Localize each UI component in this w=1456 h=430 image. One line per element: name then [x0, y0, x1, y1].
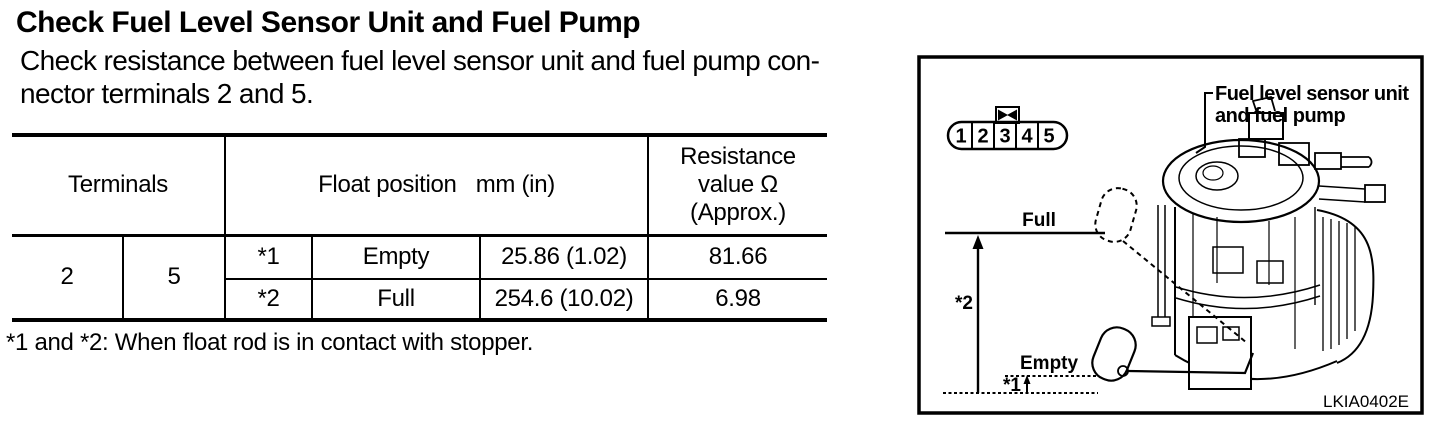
figure-code: LKIA0402E	[1323, 392, 1409, 411]
connector-pin-3: 3	[999, 126, 1010, 148]
cell-resistance: 81.66	[647, 235, 827, 280]
cell-resistance: 6.98	[647, 279, 827, 322]
header-terminals: Terminals	[12, 133, 225, 237]
level-annotations: Full *2 Empty *1	[943, 210, 1105, 396]
cell-mm-in: 25.86 (1.02)	[479, 235, 648, 280]
connector-key-arrow-left	[998, 109, 1008, 121]
connector-pin-2: 2	[977, 126, 988, 148]
cell-note-ref: *1	[224, 235, 312, 280]
float-full-position	[1094, 187, 1138, 243]
intro-line-2: nector terminals 2 and 5.	[20, 78, 314, 109]
float-empty-position	[1091, 326, 1137, 382]
intro-paragraph: Check resistance between fuel level sens…	[20, 44, 820, 110]
cell-terminal-b: 5	[122, 235, 225, 322]
page-title: Check Fuel Level Sensor Unit and Fuel Pu…	[16, 6, 641, 39]
float-rod-empty-position	[1127, 352, 1255, 375]
cell-terminal-a: 2	[12, 235, 123, 322]
empty-range-arrowhead	[1023, 375, 1031, 384]
header-resistance-text: Resistance value Ω (Approx.)	[680, 143, 796, 227]
full-ref-label: *2	[955, 293, 973, 314]
caption-line-1: Fuel level sensor unit	[1215, 83, 1409, 105]
table-footnote: *1 and *2: When float rod is in contact …	[6, 329, 534, 356]
connector-pin-4: 4	[1021, 126, 1033, 148]
pump-assembly-drawing	[1151, 95, 1386, 390]
cell-note-ref: *2	[224, 279, 312, 322]
cell-float-position: Empty	[311, 235, 480, 280]
resistance-spec-table: Terminals Float position mm (in) Resista…	[12, 133, 827, 322]
header-float-position: Float position mm (in)	[224, 133, 648, 237]
float-arm-drawing	[1091, 187, 1255, 382]
cell-float-position: Full	[311, 279, 480, 322]
full-label: Full	[1022, 210, 1056, 231]
connector-pin-5: 5	[1043, 126, 1054, 148]
intro-line-1: Check resistance between fuel level sens…	[20, 45, 820, 76]
cell-mm-in: 254.6 (10.02)	[479, 279, 648, 322]
full-range-arrowhead	[972, 235, 984, 249]
connector-key-arrow-right	[1007, 109, 1017, 121]
caption-line-2: and fuel pump	[1215, 105, 1345, 127]
connector-diagram: 1 2 3 4 5	[946, 106, 1069, 151]
fuel-pump-figure: 1 2 3 4 5 Fuel level sensor unit and fue…	[917, 55, 1424, 415]
empty-ref-label: *1	[1003, 375, 1021, 396]
table-row: *2 Full 254.6 (10.02) 6.98	[12, 279, 827, 322]
table-header-row: Terminals Float position mm (in) Resista…	[12, 133, 827, 237]
table-row: 2 5 *1 Empty 25.86 (1.02) 81.66	[12, 235, 827, 322]
empty-label: Empty	[1020, 353, 1079, 374]
connector-pin-1: 1	[955, 126, 966, 148]
caption-leader-line	[1195, 92, 1213, 154]
connector-body	[946, 120, 1069, 151]
header-resistance: Resistance value Ω (Approx.)	[647, 133, 827, 237]
